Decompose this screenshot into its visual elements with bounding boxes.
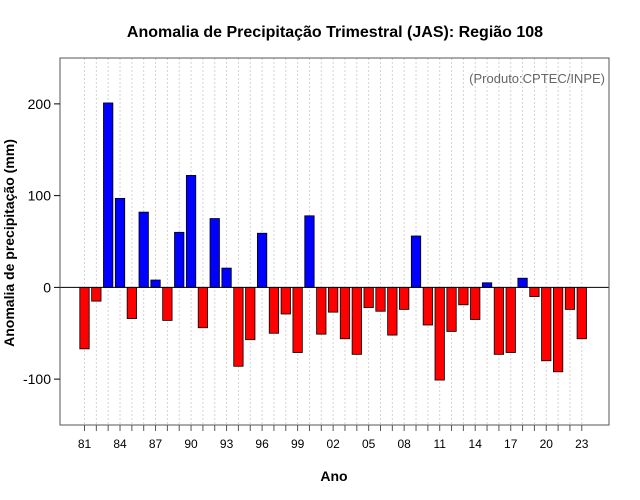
bar-1991 bbox=[197, 286, 208, 329]
y-tick-label: -100 bbox=[23, 371, 51, 387]
source-annotation: (Produto:CPTEC/INPE) bbox=[469, 71, 605, 86]
bar-2009 bbox=[410, 235, 422, 288]
x-axis: 81 84 87 90 93 96 99 02 05 08 11 14 17 20 23 bbox=[78, 425, 589, 451]
plot-frame bbox=[59, 57, 610, 426]
bar-1986 bbox=[138, 211, 149, 288]
bar-2012 bbox=[446, 286, 457, 332]
x-tick-label: 87 bbox=[149, 437, 163, 451]
bar-2019 bbox=[529, 286, 540, 297]
bar-1992 bbox=[209, 218, 220, 288]
y-tick-label: 100 bbox=[28, 188, 52, 204]
bar-2021 bbox=[553, 286, 564, 373]
x-tick-label: 02 bbox=[326, 437, 340, 451]
bar-2003 bbox=[339, 286, 351, 340]
y-axis-label: Anomalia de precipitação (mm) bbox=[1, 139, 17, 347]
bar-2015 bbox=[481, 282, 493, 288]
bar-1995 bbox=[245, 286, 256, 341]
bar-1989 bbox=[174, 231, 185, 288]
bar-1981 bbox=[79, 286, 90, 350]
bar-2022 bbox=[564, 286, 576, 310]
grid-lines bbox=[84, 58, 583, 425]
bar-1990 bbox=[185, 175, 197, 288]
bar-1987 bbox=[150, 279, 161, 288]
bar-2005 bbox=[363, 286, 374, 308]
x-tick-label: 23 bbox=[575, 437, 589, 451]
bar-1997 bbox=[268, 286, 280, 334]
x-tick-label: 05 bbox=[362, 437, 376, 451]
bar-2001 bbox=[316, 286, 327, 335]
x-tick-label: 93 bbox=[220, 437, 234, 451]
bar-2017 bbox=[505, 286, 516, 353]
bar-1988 bbox=[162, 286, 173, 321]
x-tick-label: 84 bbox=[113, 437, 127, 451]
bar-2006 bbox=[375, 286, 386, 312]
bar-1983 bbox=[103, 102, 114, 288]
x-tick-label: 20 bbox=[540, 437, 554, 451]
bar-1999 bbox=[292, 286, 303, 353]
bar-2007 bbox=[387, 286, 398, 336]
bar-1994 bbox=[233, 286, 244, 367]
x-tick-label: 17 bbox=[504, 437, 518, 451]
bars bbox=[79, 102, 587, 381]
bar-1984 bbox=[114, 197, 126, 288]
chart-title: Anomalia de Precipitação Trimestral (JAS… bbox=[127, 24, 543, 41]
y-tick-label: 200 bbox=[28, 96, 52, 112]
x-tick-label: 99 bbox=[291, 437, 305, 451]
bar-1985 bbox=[126, 286, 137, 319]
x-tick-label: 81 bbox=[78, 437, 92, 451]
bar-1993 bbox=[221, 267, 232, 288]
x-tick-label: 14 bbox=[469, 437, 483, 451]
bar-2016 bbox=[493, 286, 505, 355]
bar-1996 bbox=[256, 232, 268, 288]
bar-2014 bbox=[470, 286, 481, 320]
x-tick-label: 11 bbox=[433, 437, 446, 451]
x-tick-label: 90 bbox=[184, 437, 198, 451]
y-tick-label: 0 bbox=[43, 279, 51, 295]
bar-2023 bbox=[576, 286, 587, 340]
x-axis-label: Ano bbox=[320, 468, 347, 484]
bar-1982 bbox=[91, 286, 102, 302]
bar-2000 bbox=[304, 215, 315, 288]
y-axis: -100 0 100 200 bbox=[23, 96, 60, 387]
bar-2013 bbox=[458, 286, 469, 306]
bar-2010 bbox=[422, 286, 433, 326]
x-tick-label: 96 bbox=[255, 437, 269, 451]
bar-2008 bbox=[399, 286, 410, 310]
bar-2020 bbox=[541, 286, 552, 362]
x-tick-label: 08 bbox=[398, 437, 412, 451]
bar-2018 bbox=[517, 277, 528, 288]
bar-2004 bbox=[351, 286, 362, 355]
bar-1998 bbox=[280, 286, 291, 315]
bar-2011 bbox=[434, 286, 445, 381]
bar-2002 bbox=[328, 286, 339, 313]
